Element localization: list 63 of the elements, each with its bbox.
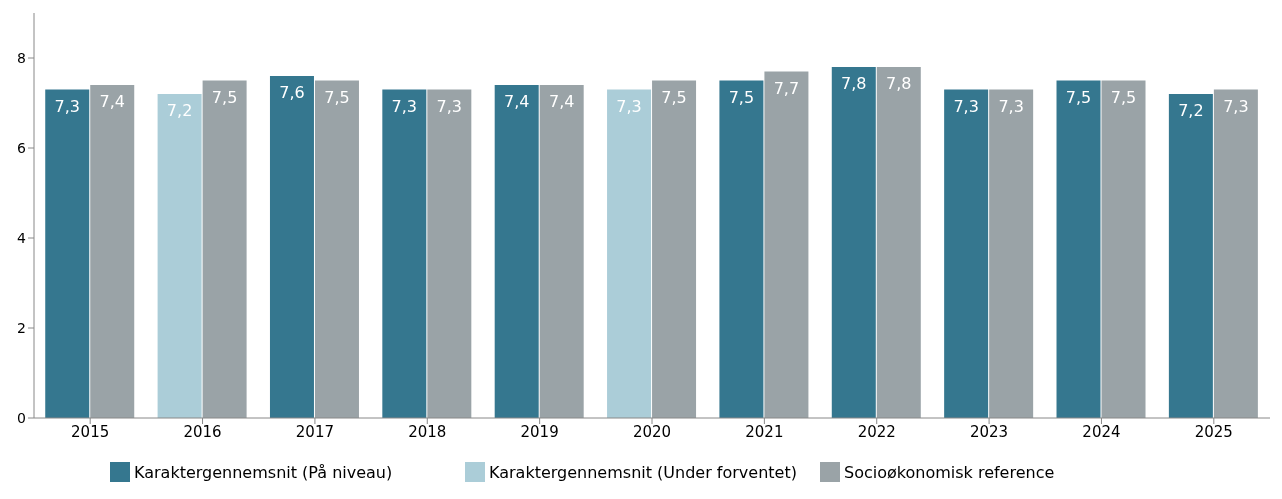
bar: [1101, 80, 1146, 418]
bar: [494, 85, 539, 418]
data-label: 7,6: [279, 83, 305, 102]
data-label: 7,5: [324, 87, 350, 107]
data-label: 7,5: [211, 87, 238, 107]
bar: [157, 94, 202, 418]
data-label: 7,5: [1065, 87, 1092, 107]
legend-label: Karaktergennemsnit (På niveau): [134, 462, 393, 482]
data-label: 7,3: [54, 96, 80, 116]
x-tick-label: 2017: [295, 422, 334, 441]
x-tick-label: 2021: [745, 422, 784, 441]
x-tick-label: 2018: [408, 422, 447, 441]
data-label: 7,3: [616, 96, 642, 116]
bar: [764, 71, 809, 418]
x-tick-label: 2016: [183, 422, 222, 441]
data-label: 7,8: [886, 74, 912, 93]
bar: [652, 80, 697, 418]
y-tick-label: 0: [17, 409, 26, 426]
data-label: 7,2: [166, 101, 193, 120]
bar: [1213, 89, 1258, 418]
data-label: 7,5: [728, 87, 755, 107]
bar: [876, 67, 921, 418]
bar: [427, 89, 472, 418]
legend-label: Socioøkonomisk reference: [844, 462, 1055, 482]
x-tick-label: 2024: [1082, 422, 1121, 441]
data-label: 7,4: [99, 92, 125, 111]
bar: [314, 80, 359, 418]
bar: [382, 89, 427, 418]
data-label: 7,4: [503, 92, 530, 111]
x-tick-label: 2015: [71, 422, 110, 441]
data-label: 7,2: [1178, 101, 1204, 120]
data-label: 7,3: [436, 96, 463, 116]
y-tick-label: 2: [17, 319, 26, 336]
bar: [539, 85, 584, 418]
data-label: 7,3: [953, 96, 979, 116]
data-label: 7,5: [661, 87, 687, 107]
bar: [944, 89, 989, 418]
x-tick-label: 2023: [970, 422, 1009, 441]
bar: [90, 85, 135, 418]
x-tick-label: 2020: [632, 422, 672, 441]
bar: [831, 67, 876, 418]
data-label: 7,3: [391, 96, 418, 116]
data-label: 7,8: [841, 74, 867, 93]
x-tick-label: 2022: [857, 422, 896, 441]
data-label: 7,7: [773, 78, 800, 98]
legend-label: Karaktergennemsnit (Under forventet): [489, 462, 797, 482]
data-label: 7,3: [998, 96, 1024, 116]
y-tick-label: 6: [17, 139, 27, 156]
x-tick-label: 2019: [520, 422, 559, 441]
data-label: 7,4: [548, 92, 575, 111]
data-label: 7,3: [1223, 96, 1249, 116]
bar: [1168, 94, 1213, 418]
bar: [989, 89, 1034, 418]
x-tick-label: 2025: [1194, 422, 1233, 441]
bar: [1056, 80, 1101, 418]
bar: [269, 76, 314, 418]
bar: [202, 80, 247, 418]
bar: [607, 89, 652, 418]
data-label: 7,5: [1110, 87, 1137, 107]
y-tick-label: 4: [17, 229, 27, 246]
bar: [719, 80, 764, 418]
bar: [45, 89, 90, 418]
y-tick-label: 8: [17, 49, 26, 66]
